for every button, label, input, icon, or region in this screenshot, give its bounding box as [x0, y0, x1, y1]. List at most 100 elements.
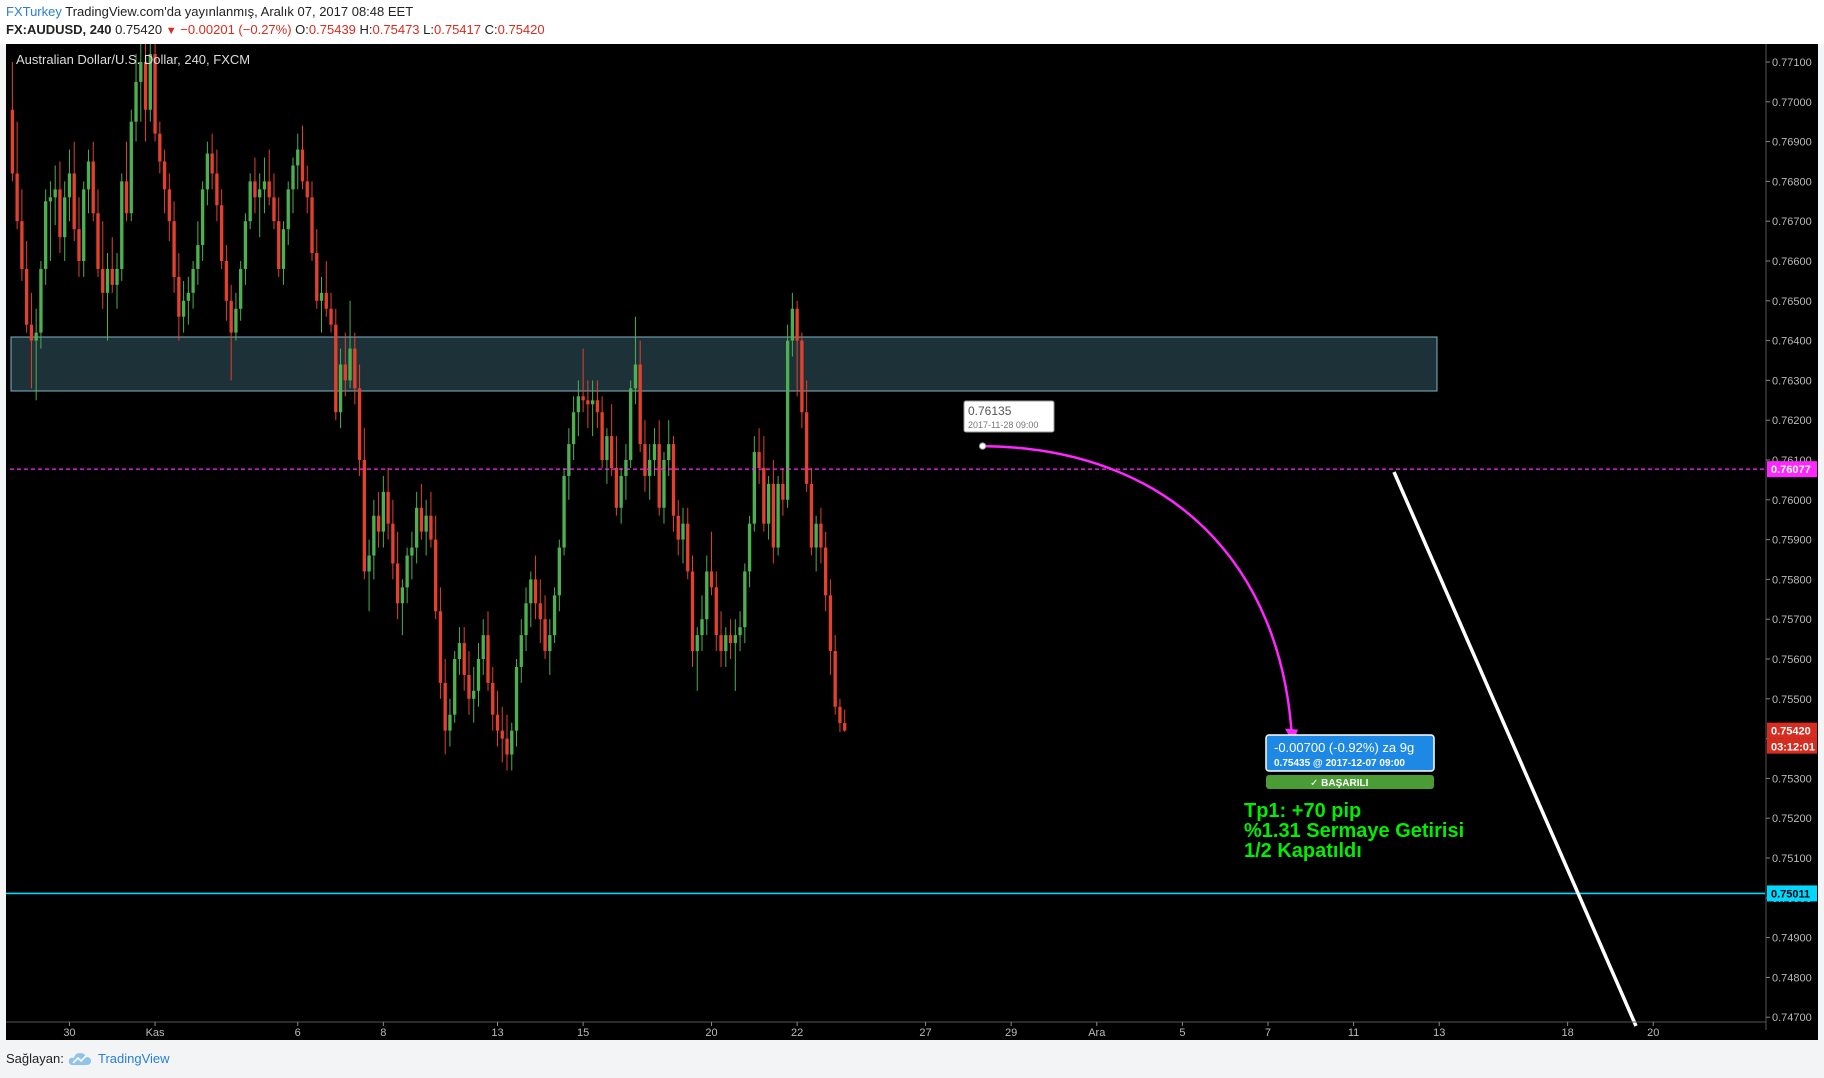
price-tick-label: 0.77100: [1772, 57, 1812, 69]
candle-body: [681, 523, 685, 540]
price-tick-label: 0.77000: [1772, 97, 1812, 109]
candle-body: [624, 460, 628, 476]
high-label: H:: [359, 22, 373, 37]
candle-body: [101, 268, 105, 293]
candle-body: [253, 181, 257, 198]
candle-body: [334, 324, 338, 413]
candle-body: [319, 292, 324, 301]
candle-body: [719, 635, 723, 652]
time-tick-label: 30: [63, 1027, 75, 1039]
time-tick-label: 20: [1647, 1027, 1659, 1039]
candle-body: [63, 197, 67, 238]
time-tick-label: 8: [380, 1027, 386, 1039]
candle-body: [77, 229, 81, 261]
time-tick-label: 13: [491, 1027, 503, 1039]
close-label: C:: [484, 22, 498, 37]
candle-body: [567, 444, 571, 476]
price-tick-label: 0.74900: [1772, 933, 1812, 945]
price-chart[interactable]: 0.76135 2017-11-28 09:00 -0.00700 (-0.92%)…: [0, 0, 1824, 1040]
candle-body: [714, 587, 718, 636]
candle-body: [48, 197, 53, 202]
candle-body: [443, 682, 447, 731]
price-tick-label: 0.76800: [1772, 176, 1812, 188]
candle-body: [343, 364, 347, 381]
chart-area[interactable]: [6, 44, 1818, 1040]
last-price: 0.75420: [115, 22, 163, 37]
price-tick-label: 0.75700: [1772, 614, 1812, 626]
candle-body: [500, 730, 504, 739]
candle-body: [686, 523, 690, 572]
measure-line1: -0.00700 (-0.92%) za 9g: [1274, 740, 1414, 755]
candle-body: [605, 436, 609, 460]
price-tick-label: 0.76000: [1772, 495, 1812, 507]
candle-body: [652, 444, 657, 460]
candle-body: [272, 197, 276, 222]
provider-link[interactable]: TradingView: [98, 1051, 170, 1066]
candle-body: [804, 412, 809, 484]
candle-body: [362, 460, 366, 572]
candle-body: [400, 587, 405, 604]
resistance-zone[interactable]: [10, 336, 1438, 392]
candle-body: [20, 221, 24, 269]
candle-body: [562, 475, 566, 548]
candle-body: [267, 181, 271, 198]
candle-body: [134, 81, 138, 122]
candle-body: [300, 149, 305, 182]
publish-info: FXTurkey TradingView.com'da yayınlanmış,…: [6, 4, 413, 19]
candle-body: [495, 714, 500, 731]
candle-body: [429, 515, 433, 540]
projection-arrow: [982, 444, 1294, 739]
candle-body: [667, 444, 671, 460]
price-tick-label: 0.75100: [1772, 853, 1812, 865]
candle-body: [410, 547, 414, 556]
candle-body: [10, 109, 15, 174]
candle-body: [329, 308, 333, 325]
candle-body: [671, 444, 676, 516]
candle-body: [795, 308, 799, 341]
candle-body: [576, 396, 581, 413]
price-tick-label: 0.75300: [1772, 773, 1812, 785]
target-price-tag-bg: [1767, 461, 1817, 478]
time-tick-label: 5: [1179, 1027, 1185, 1039]
countdown-label: 03:12:01: [1771, 742, 1815, 754]
open-label: O:: [295, 22, 309, 37]
candle-body: [91, 161, 95, 214]
candle-body: [752, 452, 756, 524]
candle-body: [15, 173, 19, 222]
candle-body: [24, 268, 29, 325]
candle-body: [790, 308, 795, 341]
candle-body: [153, 54, 157, 134]
measure-box: [1265, 734, 1435, 772]
time-axis: 30 Kas 6 8 13 15 20 22 27 29 Ara 5 7 11 13 18 20: [6, 1021, 1766, 1039]
publish-text: TradingView.com'da yayınlanmış, Aralık 0…: [65, 4, 414, 19]
countdown-bg: [1767, 738, 1817, 754]
success-badge-text: ✓ BAŞARILI: [1310, 778, 1369, 789]
time-tick-label: 29: [1005, 1027, 1017, 1039]
candle-body: [690, 571, 695, 652]
candle-body: [296, 149, 300, 166]
entry-time-text: 2017-11-28 09:00: [968, 420, 1038, 430]
candle-body: [743, 571, 747, 628]
candle-body: [286, 189, 290, 230]
candle-body: [239, 268, 243, 309]
author-link[interactable]: FXTurkey: [6, 4, 62, 19]
candle-body: [167, 189, 171, 222]
price-tick-label: 0.76400: [1772, 336, 1812, 348]
candle-body: [148, 54, 152, 110]
candle-body: [581, 396, 585, 401]
candle-body: [491, 682, 495, 715]
candle-body: [800, 340, 804, 413]
candle-body: [552, 595, 557, 636]
result-annotation-line: Tp1: +70 pip: [1244, 800, 1361, 822]
candle-body: [614, 467, 619, 508]
candle-body: [571, 412, 576, 445]
candle-body: [205, 153, 210, 190]
candle-body: [96, 213, 100, 269]
candle-body: [376, 515, 381, 532]
candle-body: [838, 706, 842, 724]
candle-body: [486, 635, 490, 683]
footer: Sağlayan: TradingView: [0, 1040, 1824, 1078]
candle-body: [695, 635, 699, 652]
candle-body: [86, 161, 91, 190]
support-price-tag: 0.75011: [1771, 888, 1810, 900]
